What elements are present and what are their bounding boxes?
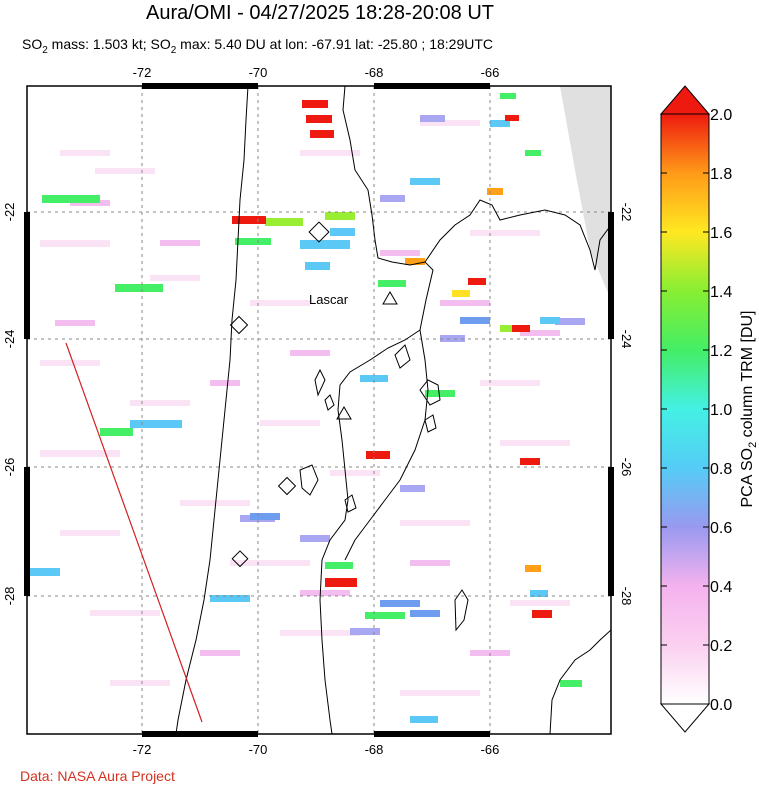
colorbar-axis-label: PCA SO2 column TRM [DU]	[739, 311, 759, 508]
colorbar-tick-label: 1.2	[710, 343, 732, 360]
lon-labels-bottom: -72 -70 -68 -66	[133, 742, 500, 757]
volcano-diamond-icon[interactable]	[229, 315, 249, 335]
volcano-triangle-icon[interactable]	[336, 406, 352, 420]
lon-tick-label: -70	[249, 65, 268, 80]
red-so2-pixels	[232, 100, 552, 618]
orange-so2-pixels	[405, 188, 541, 572]
lat-tick-label: -22	[619, 203, 634, 222]
colorbar-bottom-arrow	[659, 703, 711, 733]
lon-tick-label: -72	[133, 742, 152, 757]
no-data-region	[560, 86, 611, 300]
green-so2-pixels	[42, 93, 582, 687]
colorbar-gradient	[660, 113, 710, 705]
map-title: Aura/OMI - 04/27/2025 18:28-20:08 UT	[146, 2, 494, 24]
low-so2-pixels	[40, 120, 570, 696]
colorbar-label-prefix: PCA SO	[739, 448, 756, 508]
swath-edge-line	[65, 342, 203, 723]
lat-tick-label: -22	[2, 203, 17, 222]
blue-so2-pixels	[250, 317, 490, 617]
map-frame	[26, 85, 612, 735]
colorbar-label-sub: 2	[747, 442, 759, 448]
colorbar-tick-label: 1.0	[710, 402, 732, 419]
colorbar: 2.0 1.8 1.6 1.4 1.2 1.0 0.8 0.6 0.4 0.2 …	[659, 85, 759, 733]
subtitle-sub2: 2	[170, 44, 177, 56]
lon-tick-label: -68	[365, 742, 384, 757]
colorbar-labels: 2.0 1.8 1.6 1.4 1.2 1.0 0.8 0.6 0.4 0.2 …	[710, 107, 732, 714]
colorbar-tick-label: 0.6	[710, 520, 732, 537]
colorbar-tick-label: 0.8	[710, 461, 732, 478]
colorbar-tick-label: 0.2	[710, 638, 732, 655]
yellow-so2-pixels	[452, 290, 470, 297]
coastlines	[175, 86, 611, 734]
lat-labels-right: -22 -24 -26 -28	[619, 203, 634, 606]
subtitle-rest: max: 5.40 DU at lon: -67.91 lat: -25.80 …	[176, 36, 494, 52]
lon-tick-label: -70	[249, 742, 268, 757]
lascar-triangle-icon[interactable]	[382, 291, 398, 305]
yellowgreen-so2-pixels	[265, 212, 520, 332]
volcano-diamond-icon[interactable]	[308, 221, 330, 243]
data-credit: Data: NASA Aura Project	[20, 768, 175, 784]
lon-tick-label: -66	[481, 65, 500, 80]
colorbar-label-suffix: column TRM [DU]	[739, 311, 756, 442]
colorbar-top-arrow	[659, 85, 711, 115]
colorbar-tick-label: 2.0	[710, 107, 732, 124]
lon-tick-label: -66	[481, 742, 500, 757]
volcano-markers	[229, 221, 398, 568]
colorbar-tick-label: 1.4	[710, 284, 732, 301]
volcano-diamond-icon[interactable]	[231, 550, 249, 568]
colorbar-tick-label: 0.0	[710, 697, 732, 714]
lat-tick-label: -26	[619, 458, 634, 477]
frame-ticks	[24, 83, 614, 737]
graticule	[27, 86, 611, 734]
lat-tick-label: -26	[2, 458, 17, 477]
so2-pixels	[30, 86, 611, 723]
colorbar-ticks	[661, 172, 709, 646]
subtitle-prefix: SO	[22, 36, 43, 52]
colorbar-tick-label: 1.6	[710, 225, 732, 242]
lon-labels-top: -72 -70 -68 -66	[133, 65, 500, 80]
lat-labels-left: -22 -24 -26 -28	[2, 203, 17, 606]
colorbar-tick-label: 0.4	[710, 579, 732, 596]
colorbar-tick-label: 1.8	[710, 166, 732, 183]
lon-tick-label: -68	[365, 65, 384, 80]
lat-tick-label: -24	[2, 330, 17, 349]
volcano-label: Lascar	[309, 292, 349, 307]
lon-tick-label: -72	[133, 65, 152, 80]
subtitle-sub1: 2	[42, 44, 48, 56]
cyan-so2-pixels	[30, 120, 560, 723]
map-subtitle: SO2 mass: 1.503 kt; SO2 max: 5.40 DU at …	[22, 36, 493, 56]
lat-tick-label: -28	[2, 587, 17, 606]
subtitle-mass: mass: 1.503 kt; SO	[47, 36, 171, 52]
map-panel	[27, 86, 611, 734]
volcano-diamond-icon[interactable]	[277, 476, 297, 496]
lat-tick-label: -24	[619, 330, 634, 349]
lat-tick-label: -28	[619, 587, 634, 606]
